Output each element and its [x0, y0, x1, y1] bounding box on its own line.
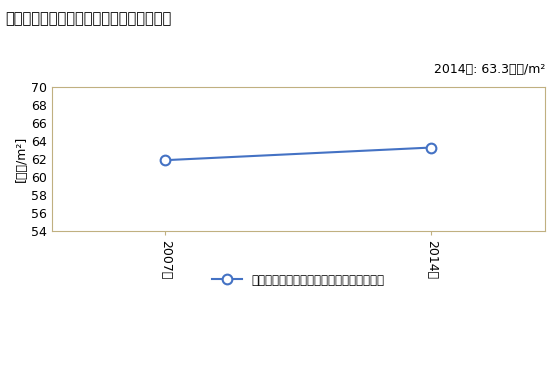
- 小売業の店舗１平米当たり年間商品販売額: [428, 145, 435, 150]
- Y-axis label: [万円/m²]: [万円/m²]: [15, 136, 28, 182]
- Text: 2014年: 63.3万円/m²: 2014年: 63.3万円/m²: [433, 63, 545, 76]
- 小売業の店舗１平米当たり年間商品販売額: [162, 158, 169, 163]
- Line: 小売業の店舗１平米当たり年間商品販売額: 小売業の店舗１平米当たり年間商品販売額: [161, 143, 436, 165]
- Legend: 小売業の店舗１平米当たり年間商品販売額: 小売業の店舗１平米当たり年間商品販売額: [208, 269, 389, 291]
- Text: 小売業の店舗１平米当たり年間商品販売額: 小売業の店舗１平米当たり年間商品販売額: [6, 11, 172, 26]
